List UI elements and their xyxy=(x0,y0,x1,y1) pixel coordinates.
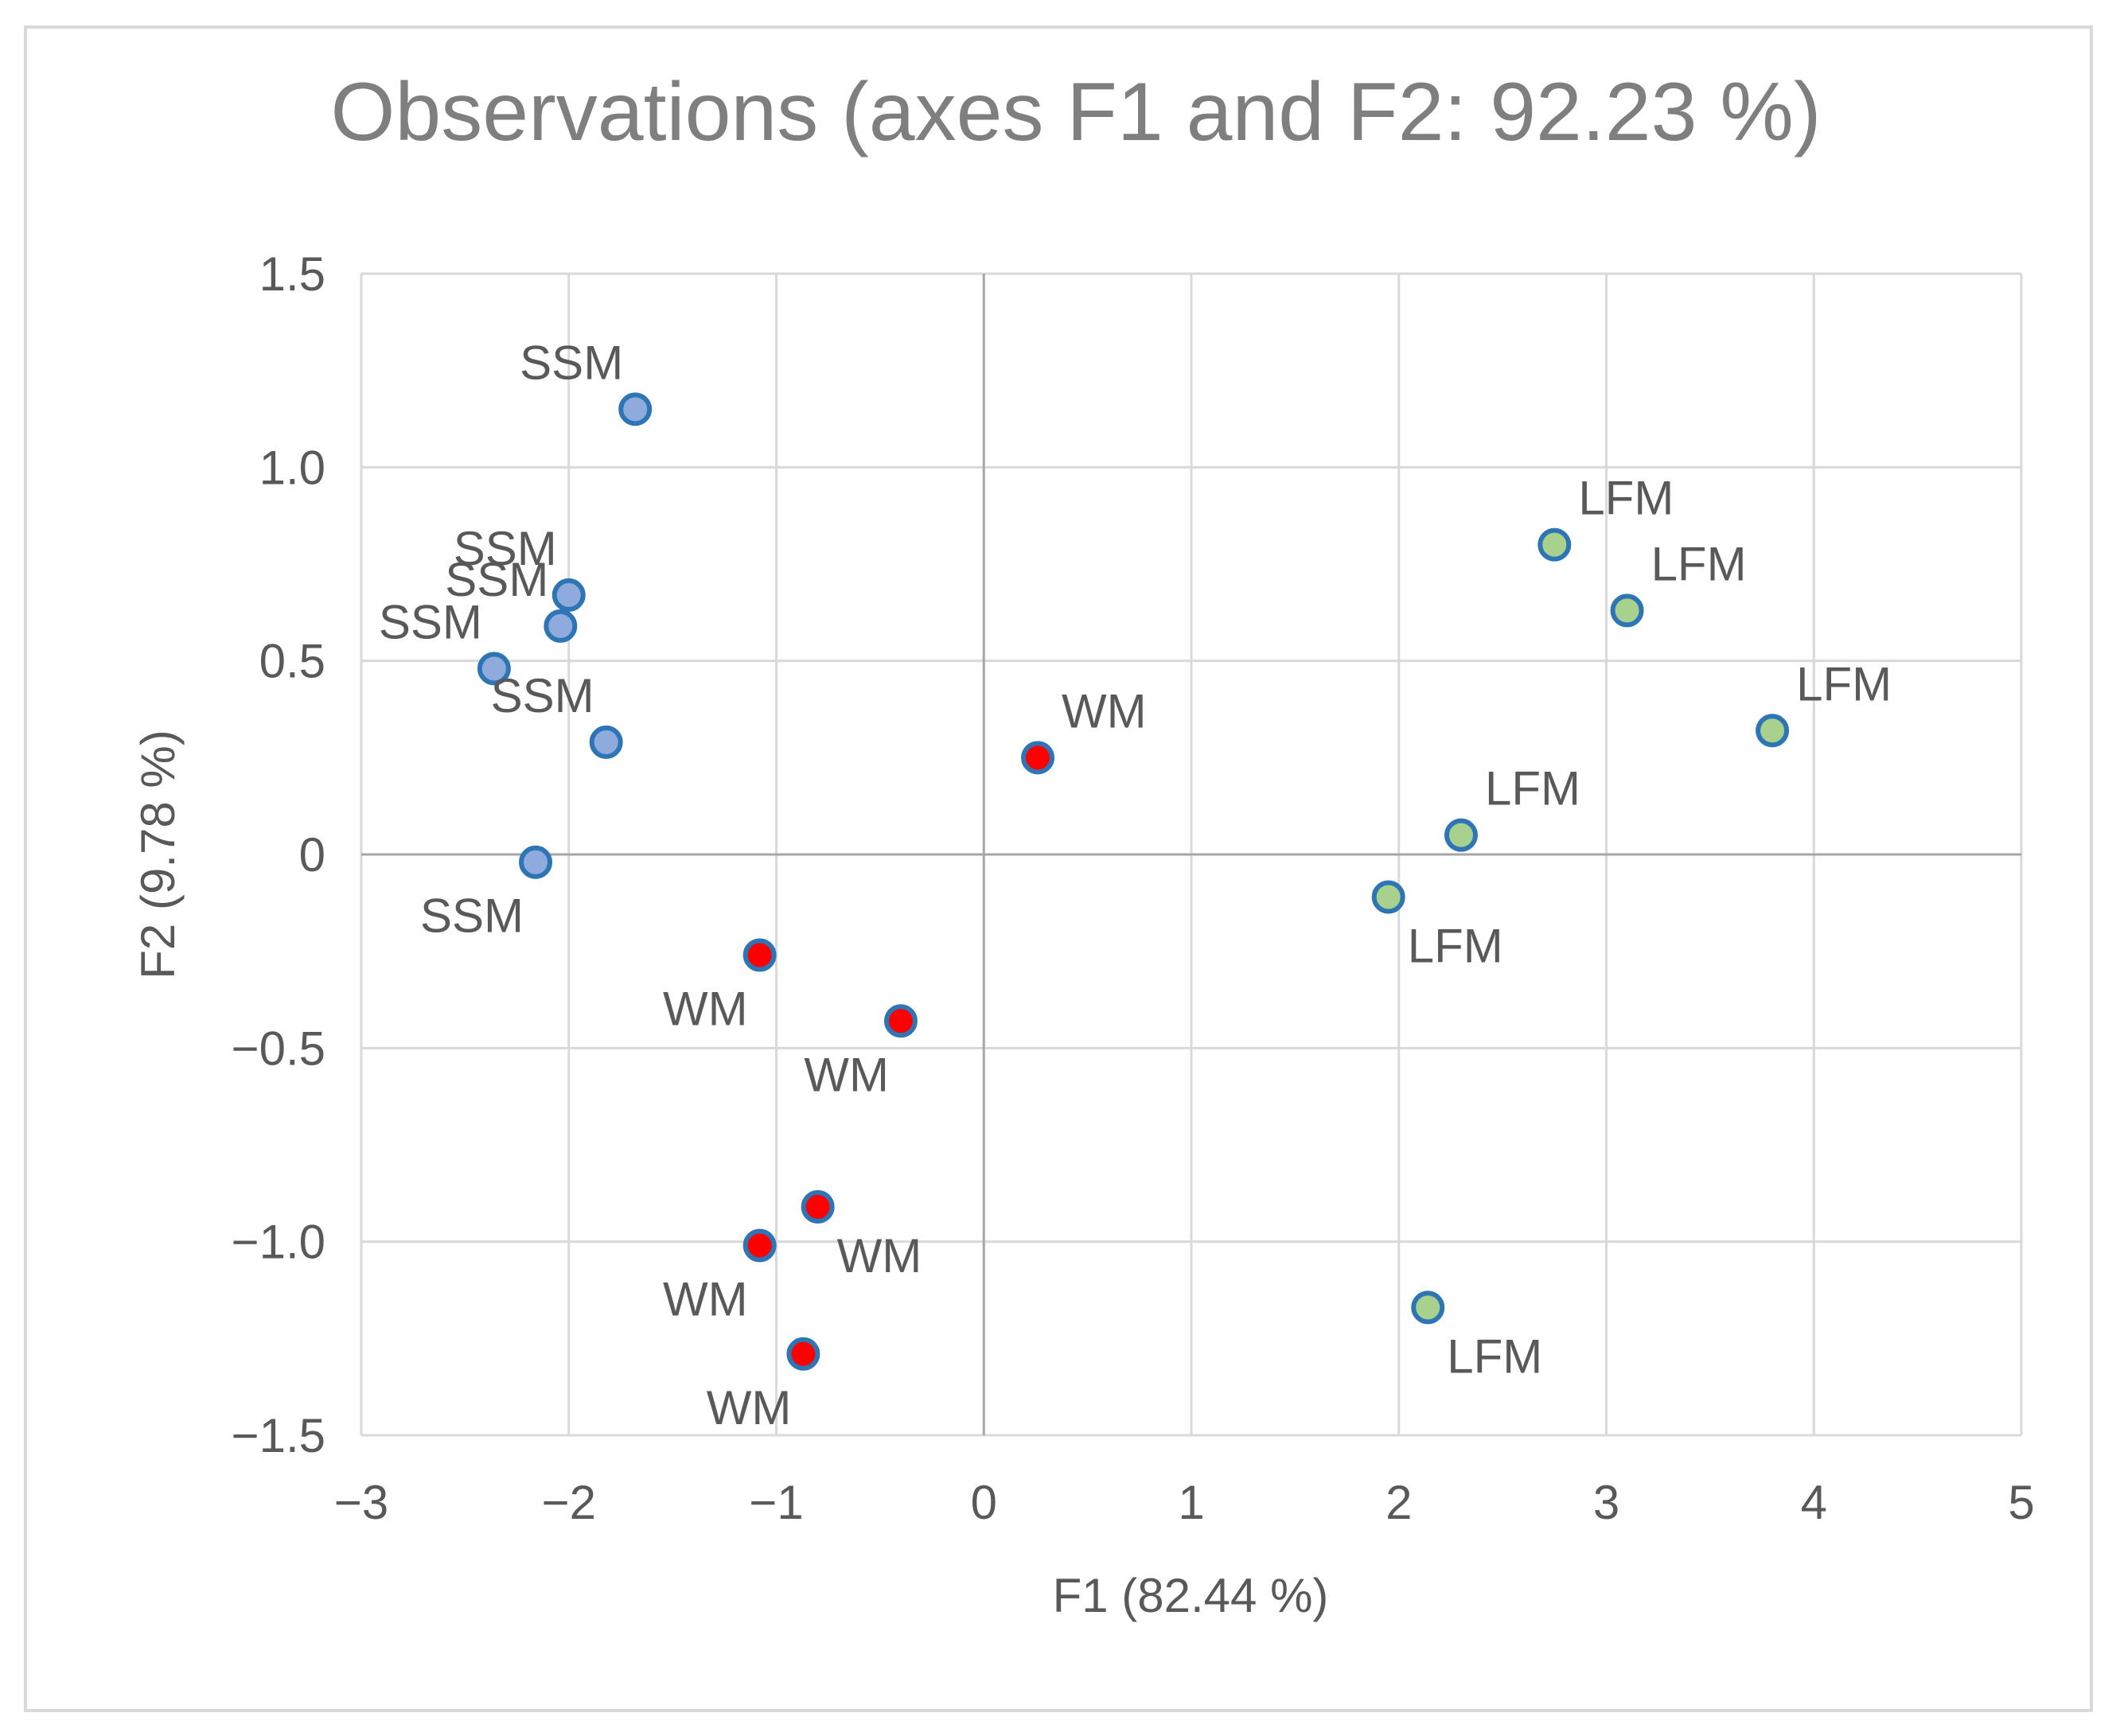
point-label-wm: WM xyxy=(663,1273,748,1326)
x-tick-label: 1 xyxy=(1178,1476,1204,1529)
point-label-lfm: LFM xyxy=(1796,657,1892,710)
y-tick-label: 0.5 xyxy=(259,635,325,688)
x-tick-label: −3 xyxy=(334,1476,388,1529)
data-point-wm xyxy=(742,938,777,972)
y-tick-label: −1.5 xyxy=(232,1409,325,1462)
data-point-wm xyxy=(786,1337,820,1371)
data-point-lfm xyxy=(1610,594,1644,628)
point-label-wm: WM xyxy=(804,1048,889,1101)
point-label-lfm: LFM xyxy=(1485,762,1580,815)
point-label-ssm: SSM xyxy=(379,595,482,648)
data-point-lfm xyxy=(1537,527,1572,562)
point-label-ssm: SSM xyxy=(445,553,548,606)
point-label-lfm: LFM xyxy=(1651,537,1747,590)
data-point-lfm xyxy=(1756,714,1790,748)
axes xyxy=(361,274,2021,1435)
y-tick-label: 0 xyxy=(299,828,325,882)
y-tick-label: 1.0 xyxy=(259,441,325,494)
data-points xyxy=(477,392,1790,1371)
point-label-lfm: LFM xyxy=(1447,1329,1542,1383)
point-label-wm: WM xyxy=(837,1229,922,1283)
data-point-wm xyxy=(801,1189,835,1224)
data-point-lfm xyxy=(1411,1290,1445,1325)
data-point-ssm xyxy=(589,725,623,759)
point-label-wm: WM xyxy=(1062,684,1147,738)
point-label-wm: WM xyxy=(663,983,748,1036)
y-tick-label: 1.5 xyxy=(259,247,325,301)
point-label-wm: WM xyxy=(707,1381,792,1434)
point-labels: SSMSSMSSMSSMSSMSSMWMWMWMWMWMWMLFMLFMLFML… xyxy=(379,336,1892,1434)
data-point-ssm xyxy=(477,652,511,686)
x-tick-label: 3 xyxy=(1593,1476,1619,1529)
x-tick-label: 4 xyxy=(1801,1476,1827,1529)
y-axis-title: F2 (9.78 %) xyxy=(131,730,185,979)
point-label-ssm: SSM xyxy=(420,889,524,943)
data-point-ssm xyxy=(551,578,586,612)
x-tick-label: 5 xyxy=(2008,1476,2034,1529)
point-label-ssm: SSM xyxy=(491,669,594,722)
data-point-ssm xyxy=(544,609,578,643)
data-point-wm xyxy=(883,1004,918,1038)
data-point-ssm xyxy=(519,845,553,879)
chart-title: Observations (axes F1 and F2: 92.23 %) xyxy=(331,66,1822,158)
data-point-ssm xyxy=(618,392,653,426)
x-tick-label: −2 xyxy=(542,1476,596,1529)
x-tick-label: 0 xyxy=(971,1476,997,1529)
point-label-lfm: LFM xyxy=(1408,920,1503,973)
point-label-ssm: SSM xyxy=(520,336,623,389)
y-tick-label: −1.0 xyxy=(232,1216,325,1269)
data-point-lfm xyxy=(1371,880,1405,914)
scatter-chart: −3 −2 −1 0 1 2 3 4 5−1.5−1.0−0.500.51.01.5 SSMSS… xyxy=(131,66,2035,1622)
data-point-wm xyxy=(742,1228,777,1263)
x-tick-label: −1 xyxy=(749,1476,803,1529)
chart-frame: −3 −2 −1 0 1 2 3 4 5 −1.5 −1.0 −0.5 0 0.5 1.0 1.5 SSM SS… xyxy=(24,25,2093,1712)
x-axis-title: F1 (82.44 %) xyxy=(1053,1569,1329,1622)
y-tick-label: −0.5 xyxy=(232,1022,325,1075)
x-tick-label: 2 xyxy=(1385,1476,1412,1529)
tick-labels: −3 −2 −1 0 1 2 3 4 5 −1.5 −1.0 −0.5 0 0.5 1.0 1.5 xyxy=(232,247,2035,1529)
point-label-lfm: LFM xyxy=(1578,472,1674,525)
data-point-lfm xyxy=(1444,818,1478,852)
data-point-wm xyxy=(1021,741,1055,775)
point-label-ssm: SSM xyxy=(454,522,557,575)
